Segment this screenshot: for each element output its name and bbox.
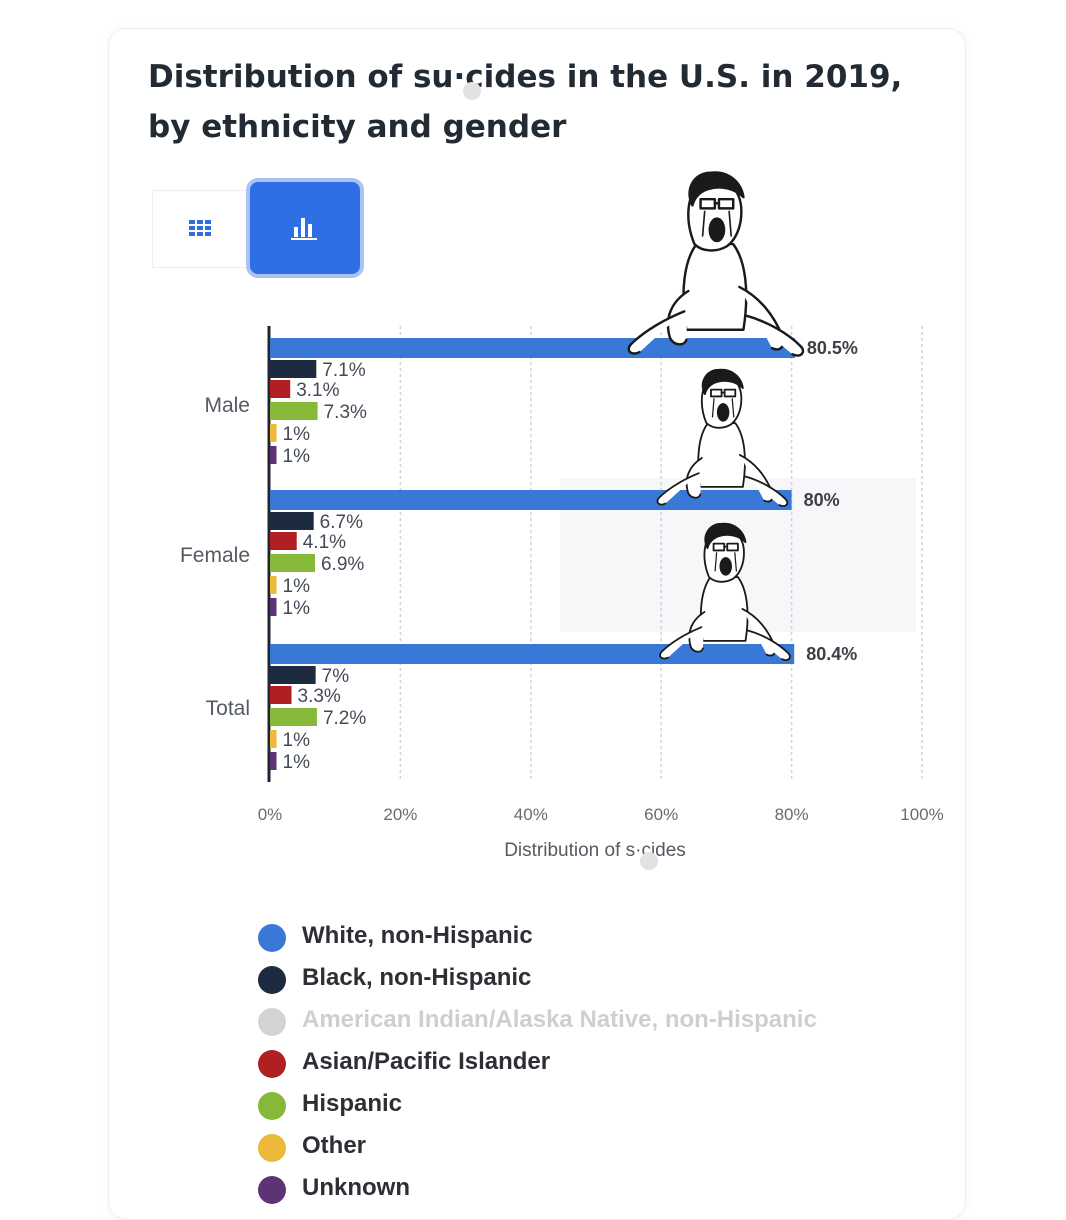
data-label: 1% — [283, 446, 311, 467]
legend-item-unknown[interactable]: Unknown — [258, 1170, 898, 1212]
bar-female — [270, 576, 277, 594]
crying-wojak-drawing — [656, 368, 789, 508]
x-tick-label: 0% — [258, 805, 283, 824]
legend-label: American Indian/Alaska Native, non-Hispa… — [302, 1006, 817, 1033]
data-label: 80.4% — [806, 644, 857, 664]
legend-dot — [258, 924, 286, 952]
data-label: 1% — [283, 730, 311, 751]
legend-dot — [258, 966, 286, 994]
legend-item-white[interactable]: White, non-Hispanic — [258, 918, 898, 960]
data-label: 80% — [804, 490, 840, 510]
legend-dot — [258, 1008, 286, 1036]
bar-female — [270, 554, 315, 572]
legend-label: Hispanic — [302, 1090, 403, 1117]
data-label: 1% — [283, 598, 311, 619]
bar-male — [270, 446, 277, 464]
bar-male — [270, 380, 291, 398]
data-label: 7% — [322, 666, 350, 687]
legend-label: Black, non-Hispanic — [302, 964, 532, 991]
cursor-dot-2 — [640, 852, 658, 870]
crying-wojak-drawing — [659, 522, 791, 662]
legend-item-american-indian[interactable]: American Indian/Alaska Native, non-Hispa… — [258, 1002, 898, 1044]
bar-male — [270, 402, 318, 420]
data-label: 7.3% — [324, 402, 367, 423]
category-label-female: Female — [179, 544, 250, 567]
category-label-total: Total — [205, 697, 250, 720]
legend-item-asian[interactable]: Asian/Pacific Islander — [258, 1044, 898, 1086]
bar-total — [270, 708, 317, 726]
data-label: 6.9% — [321, 554, 364, 575]
table-view-button[interactable] — [152, 190, 250, 268]
legend-label: Other — [302, 1132, 367, 1159]
bar-female — [270, 490, 792, 510]
grid-icon — [189, 220, 211, 236]
bar-male — [270, 360, 317, 378]
legend-item-hispanic[interactable]: Hispanic — [258, 1086, 898, 1128]
data-label: 3.1% — [296, 380, 339, 401]
legend-dot — [258, 1134, 286, 1162]
data-label: 7.1% — [322, 360, 365, 381]
bar-total — [270, 686, 292, 704]
chart-title: Distribution of su·cides in the U.S. in … — [148, 52, 948, 152]
category-label-male: Male — [204, 394, 250, 417]
cursor-dot — [463, 82, 481, 100]
bar-female — [270, 598, 277, 616]
legend-item-other[interactable]: Other — [258, 1128, 898, 1170]
data-label: 3.3% — [298, 686, 341, 707]
x-tick-label: 100% — [900, 805, 943, 824]
legend-dot — [258, 1176, 286, 1204]
legend-item-black[interactable]: Black, non-Hispanic — [258, 960, 898, 1002]
bar-total — [270, 752, 277, 770]
legend-dot — [258, 1050, 286, 1078]
crying-wojak-drawing — [627, 171, 805, 357]
data-label: 6.7% — [320, 512, 363, 533]
bar-female — [270, 512, 314, 530]
bar-total — [270, 730, 277, 748]
x-axis-title: Distribution of s·cides — [504, 840, 686, 861]
chart-title-line-2: by ethnicity and gender — [148, 109, 567, 145]
legend-label: Asian/Pacific Islander — [302, 1048, 551, 1075]
x-tick-label: 60% — [644, 805, 678, 824]
legend-dot — [258, 1092, 286, 1120]
data-label: 80.5% — [807, 338, 858, 358]
data-label: 1% — [283, 576, 311, 597]
chart-view-button[interactable] — [250, 182, 360, 274]
bar-total — [270, 666, 316, 684]
chart-title-line-1: Distribution of su·cides in the U.S. in … — [148, 59, 903, 95]
bar-male — [270, 424, 277, 442]
data-label: 7.2% — [323, 708, 366, 729]
x-tick-label: 40% — [514, 805, 548, 824]
bar-chart: 0% 20% 40% 60% 80% 100%80.5%7.1%3.1%7.3%1%1%8… — [258, 171, 944, 824]
legend-label: Unknown — [302, 1174, 410, 1201]
x-tick-label: 20% — [383, 805, 417, 824]
data-label: 1% — [283, 752, 311, 773]
bar-female — [270, 532, 297, 550]
data-label: 4.1% — [303, 532, 346, 553]
legend-label: White, non-Hispanic — [302, 922, 533, 949]
x-tick-label: 80% — [775, 805, 809, 824]
bar-total — [270, 644, 795, 664]
bar-chart-icon — [291, 218, 317, 240]
bar-male — [270, 338, 795, 358]
data-label: 1% — [283, 424, 311, 445]
